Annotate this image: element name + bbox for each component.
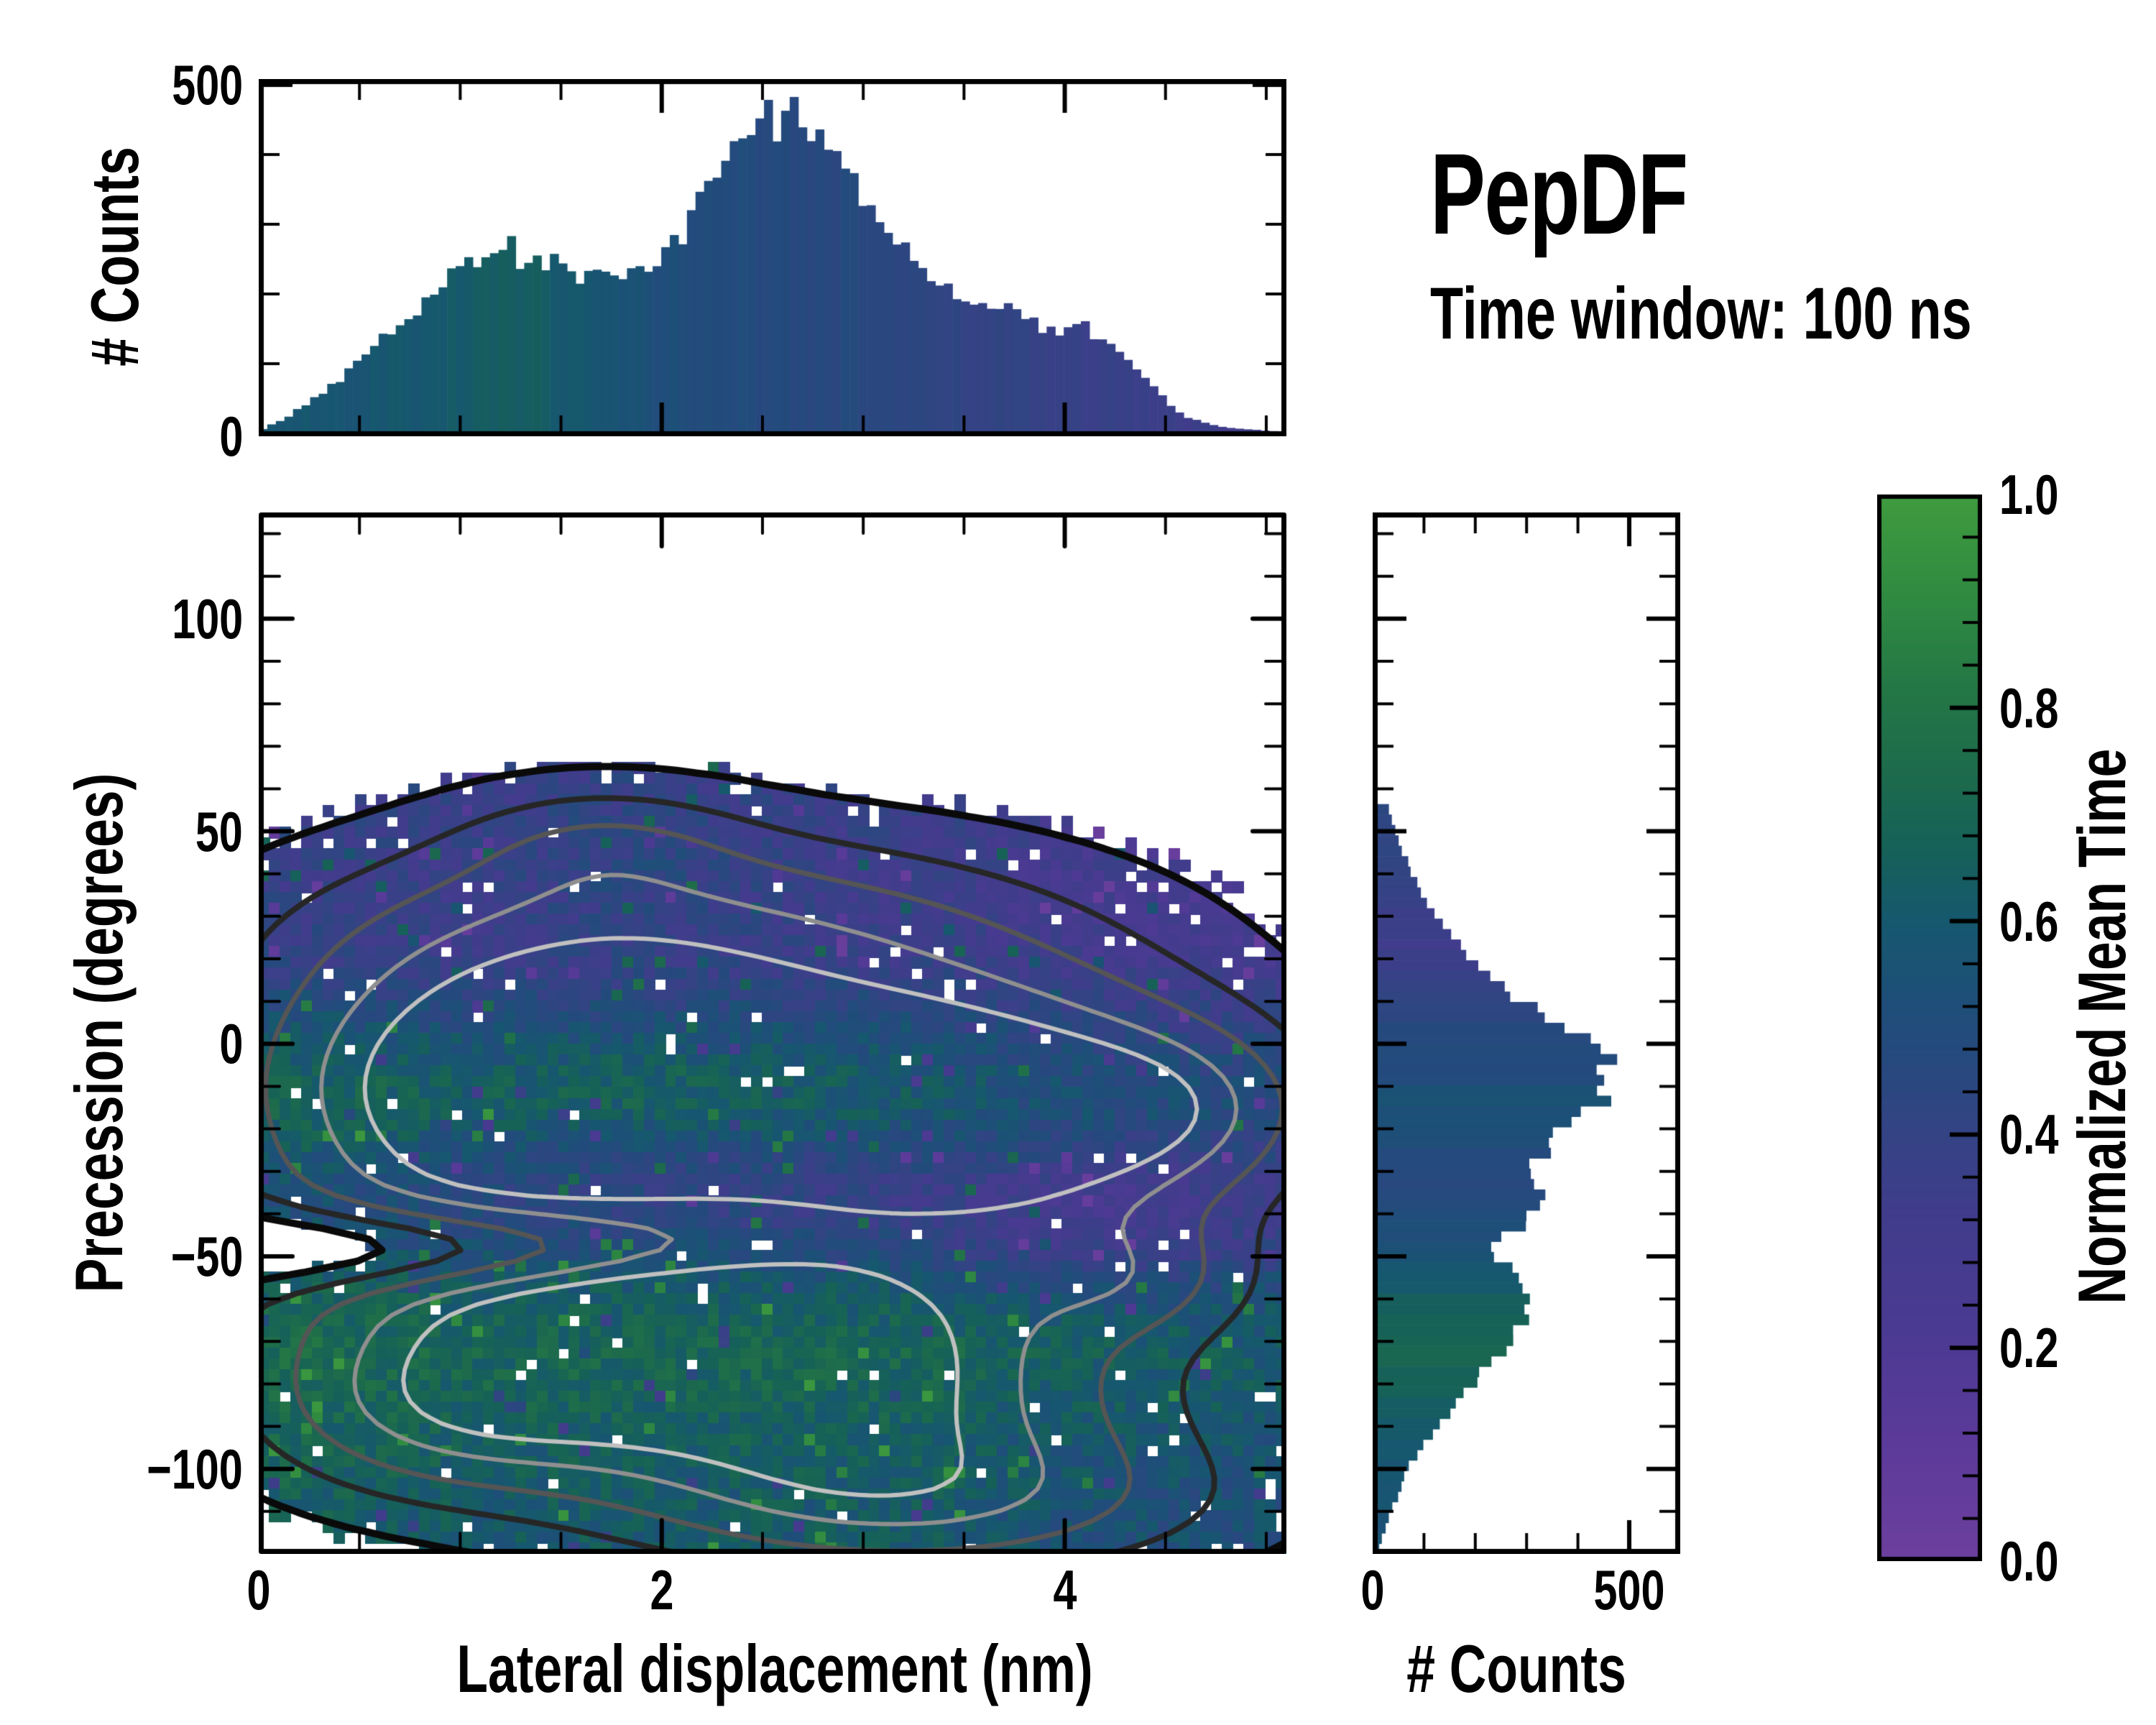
colorbar-tick-label: 0.8 xyxy=(1999,676,2059,740)
colorbar-tick-label: 0.4 xyxy=(1999,1103,2059,1167)
y-tick-label: −50 xyxy=(170,1225,243,1288)
colorbar-label: Normalized Mean Time xyxy=(2064,748,2139,1305)
top-histogram-canvas xyxy=(259,79,1286,436)
top-hist-y-tick-label: 500 xyxy=(172,53,243,116)
right-hist-x-tick-label: 500 xyxy=(1593,1558,1665,1622)
y-tick-label: 100 xyxy=(172,586,243,650)
x-tick-label: 2 xyxy=(650,1558,674,1622)
page-subtitle: Time window: 100 ns xyxy=(1430,272,1972,354)
heatmap-canvas xyxy=(259,512,1286,1554)
right-hist-xlabel: # Counts xyxy=(1406,1631,1626,1706)
colorbar-tick-label: 0.2 xyxy=(1999,1316,2059,1380)
colorbar-canvas xyxy=(1877,494,1982,1561)
top-hist-y-tick-label: 0 xyxy=(219,405,243,468)
right-histogram-canvas xyxy=(1373,512,1680,1554)
x-tick-label: 4 xyxy=(1053,1558,1077,1622)
main-xlabel: Lateral displacement (nm) xyxy=(456,1631,1093,1706)
x-tick-label: 0 xyxy=(247,1558,271,1622)
top-hist-ylabel: # Counts xyxy=(77,147,152,367)
main-ylabel: Precession (degrees) xyxy=(61,773,137,1293)
page-title: PepDF xyxy=(1430,129,1688,258)
colorbar-tick-label: 0.0 xyxy=(1999,1530,2059,1593)
colorbar-tick-label: 1.0 xyxy=(1999,463,2059,526)
right-hist-x-tick-label: 0 xyxy=(1360,1558,1385,1622)
y-tick-label: 50 xyxy=(195,799,243,863)
colorbar-tick-label: 0.6 xyxy=(1999,889,2059,953)
y-tick-label: −100 xyxy=(147,1437,243,1501)
y-tick-label: 0 xyxy=(219,1012,243,1076)
